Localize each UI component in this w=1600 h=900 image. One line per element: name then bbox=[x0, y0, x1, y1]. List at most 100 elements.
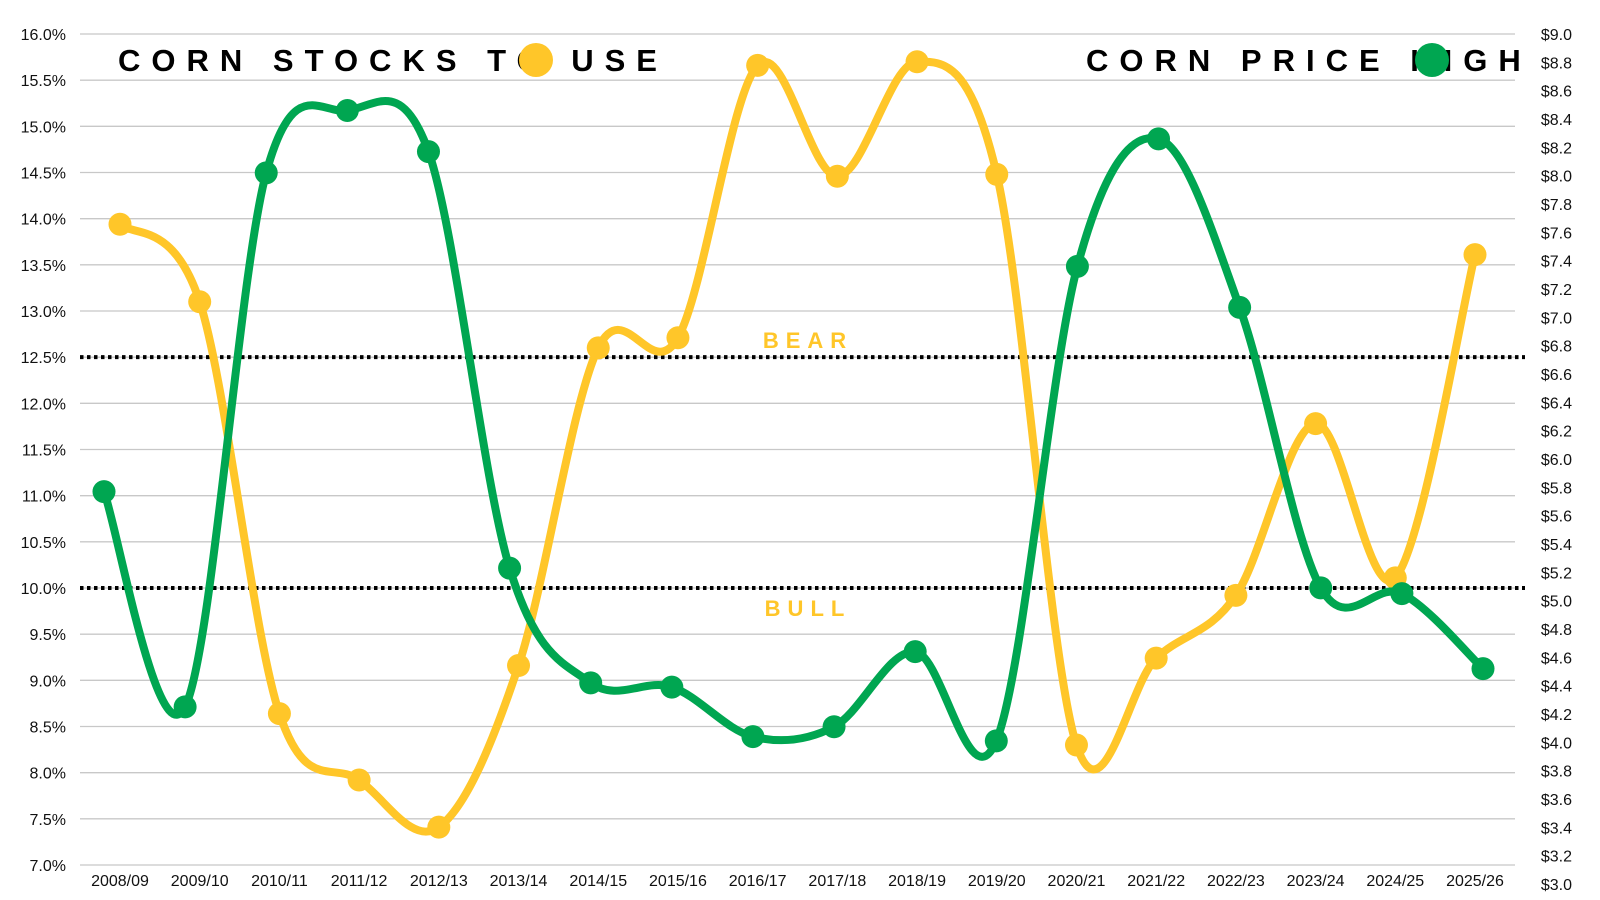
left-tick-label: 7.5% bbox=[30, 812, 66, 829]
data-point bbox=[416, 140, 440, 164]
x-tick-label: 2018/19 bbox=[888, 873, 946, 890]
left-tick-label: 14.0% bbox=[21, 212, 66, 229]
series-stocks-to-use bbox=[108, 50, 1487, 839]
data-point bbox=[746, 53, 770, 77]
data-point bbox=[335, 99, 359, 122]
left-tick-label: 10.5% bbox=[21, 535, 66, 552]
left-tick-label: 8.5% bbox=[30, 720, 66, 737]
legend: CORN STOCKS TO USE CORN PRICE HIGH bbox=[118, 43, 1532, 78]
left-tick-label: 11.5% bbox=[22, 443, 66, 460]
left-tick-label: 15.0% bbox=[21, 119, 66, 136]
data-point bbox=[254, 161, 278, 185]
data-point bbox=[1390, 582, 1414, 606]
right-tick-label: $6.4 bbox=[1541, 395, 1572, 412]
series bbox=[92, 50, 1495, 839]
data-point bbox=[1463, 243, 1487, 267]
right-tick-label: $4.6 bbox=[1541, 650, 1572, 667]
x-tick-label: 2014/15 bbox=[569, 873, 627, 890]
data-point bbox=[188, 290, 212, 314]
x-tick-label: 2017/18 bbox=[808, 873, 866, 890]
right-tick-label: $8.4 bbox=[1541, 112, 1572, 129]
left-tick-label: 8.0% bbox=[30, 766, 66, 783]
x-tick-label: 2020/21 bbox=[1048, 873, 1106, 890]
right-tick-label: $3.4 bbox=[1541, 820, 1572, 837]
x-tick-label: 2021/22 bbox=[1127, 873, 1185, 890]
data-point bbox=[1147, 127, 1171, 151]
left-tick-label: 12.5% bbox=[21, 350, 66, 367]
data-point bbox=[666, 326, 690, 350]
data-point bbox=[507, 654, 531, 678]
reference-lines: BEAR BULL bbox=[80, 328, 1525, 621]
x-tick-label: 2010/11 bbox=[251, 873, 308, 890]
reference-label-bear: BEAR bbox=[763, 328, 853, 353]
data-point bbox=[173, 695, 197, 719]
right-tick-label: $4.2 bbox=[1541, 707, 1572, 724]
data-point bbox=[1065, 254, 1089, 278]
right-tick-label: $5.8 bbox=[1541, 480, 1572, 497]
left-axis-ticks: 7.0% 7.5% 8.0% 8.5% 9.0% 9.5% 10.0% 10.5% 11.0% 1… bbox=[21, 27, 66, 875]
legend-marker-stocks bbox=[519, 43, 553, 77]
data-point bbox=[1064, 733, 1088, 757]
x-tick-label: 2016/17 bbox=[729, 873, 787, 890]
right-tick-label: $9.0 bbox=[1541, 27, 1572, 44]
right-tick-label: $6.2 bbox=[1541, 424, 1572, 441]
x-tick-label: 2022/23 bbox=[1207, 873, 1265, 890]
data-point bbox=[822, 715, 846, 739]
right-tick-label: $4.0 bbox=[1541, 735, 1572, 752]
right-tick-label: $5.0 bbox=[1541, 594, 1572, 611]
data-point bbox=[427, 815, 451, 839]
data-point bbox=[1144, 646, 1168, 670]
right-tick-label: $6.6 bbox=[1541, 367, 1572, 384]
left-tick-label: 11.0% bbox=[22, 489, 66, 506]
x-tick-label: 2013/14 bbox=[490, 873, 548, 890]
data-point bbox=[1471, 657, 1495, 681]
x-tick-label: 2009/10 bbox=[171, 873, 229, 890]
right-tick-label: $7.6 bbox=[1541, 225, 1572, 242]
data-point bbox=[108, 212, 132, 236]
series-line bbox=[100, 97, 1487, 761]
data-point bbox=[1309, 576, 1333, 600]
right-tick-label: $8.6 bbox=[1541, 84, 1572, 101]
x-tick-label: 2015/16 bbox=[649, 873, 707, 890]
legend-label-price: CORN PRICE HIGH bbox=[1086, 43, 1532, 78]
data-point bbox=[347, 768, 371, 792]
data-point bbox=[741, 725, 765, 749]
series-line bbox=[116, 57, 1479, 836]
right-tick-label: $7.8 bbox=[1541, 197, 1572, 214]
x-axis-ticks: 2008/09 2009/10 2010/11 2011/12 2012/13 2013/… bbox=[91, 873, 1504, 890]
data-point bbox=[579, 671, 603, 695]
reference-label-bull: BULL bbox=[765, 596, 852, 621]
data-point bbox=[660, 675, 684, 699]
right-tick-label: $8.8 bbox=[1541, 55, 1572, 72]
right-tick-label: $3.2 bbox=[1541, 849, 1572, 866]
right-tick-label: $4.4 bbox=[1541, 679, 1572, 696]
x-tick-label: 2023/24 bbox=[1287, 873, 1345, 890]
data-point bbox=[92, 480, 116, 504]
right-tick-label: $5.6 bbox=[1541, 509, 1572, 526]
data-point bbox=[498, 556, 522, 580]
left-tick-label: 16.0% bbox=[21, 27, 66, 44]
data-point bbox=[903, 640, 927, 664]
data-point bbox=[267, 702, 291, 726]
right-tick-label: $3.8 bbox=[1541, 764, 1572, 781]
data-point bbox=[586, 336, 610, 360]
legend-marker-price bbox=[1415, 43, 1449, 77]
x-tick-label: 2025/26 bbox=[1446, 873, 1504, 890]
right-tick-label: $5.2 bbox=[1541, 565, 1572, 582]
x-tick-label: 2008/09 bbox=[91, 873, 149, 890]
right-tick-label: $7.4 bbox=[1541, 254, 1572, 271]
data-point bbox=[905, 50, 929, 74]
x-tick-label: 2012/13 bbox=[410, 873, 468, 890]
left-tick-label: 12.0% bbox=[21, 396, 66, 413]
x-tick-label: 2011/12 bbox=[331, 873, 388, 890]
data-point bbox=[1224, 583, 1248, 607]
left-tick-label: 13.0% bbox=[21, 304, 66, 321]
right-tick-label: $5.4 bbox=[1541, 537, 1572, 554]
left-tick-label: 14.5% bbox=[21, 166, 66, 183]
data-point bbox=[985, 162, 1009, 186]
data-point bbox=[1228, 295, 1252, 319]
right-tick-label: $7.2 bbox=[1541, 282, 1572, 299]
left-tick-label: 10.0% bbox=[21, 581, 66, 598]
x-tick-label: 2024/25 bbox=[1366, 873, 1424, 890]
